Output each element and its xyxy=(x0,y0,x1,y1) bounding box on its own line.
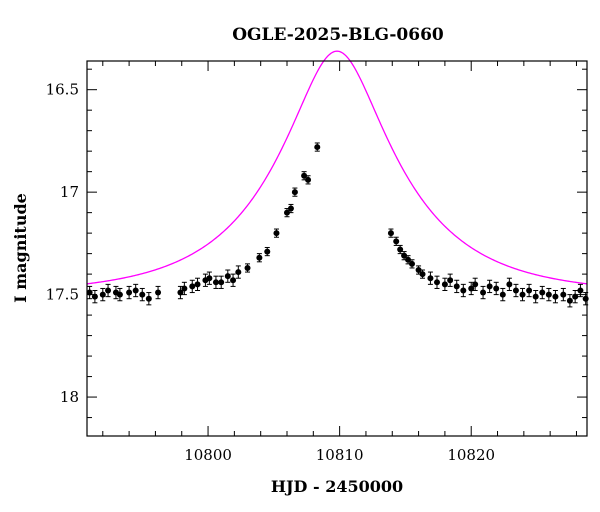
y-axis-label: I magnitude xyxy=(11,193,30,303)
chart-title: OGLE-2025-BLG-0660 xyxy=(232,25,444,45)
data-point xyxy=(472,281,479,288)
y-tick-label: 16.5 xyxy=(46,81,79,99)
x-axis-label: HJD - 2450000 xyxy=(271,477,403,496)
data-point xyxy=(545,291,552,298)
data-point xyxy=(105,287,112,294)
data-point xyxy=(116,291,123,298)
data-point xyxy=(532,293,539,300)
data-point xyxy=(91,293,98,300)
data-point xyxy=(301,172,308,179)
data-point xyxy=(447,277,454,284)
data-point xyxy=(419,271,426,278)
data-point xyxy=(582,295,589,302)
data-point xyxy=(552,293,559,300)
data-point xyxy=(235,269,242,276)
data-point xyxy=(566,297,573,304)
data-point xyxy=(218,279,225,286)
data-point xyxy=(273,230,280,237)
data-points xyxy=(86,142,589,308)
y-tick-label: 17.5 xyxy=(46,286,79,304)
data-point xyxy=(284,209,290,216)
x-tick-labels: 10800 10810 10820 xyxy=(184,446,495,464)
axis-ticks xyxy=(87,61,587,436)
data-point xyxy=(86,289,93,296)
data-point xyxy=(434,279,440,286)
data-point xyxy=(539,289,546,296)
data-point xyxy=(409,260,415,267)
data-point xyxy=(139,291,146,298)
data-point xyxy=(387,230,394,237)
data-point xyxy=(291,189,298,196)
data-point xyxy=(264,248,271,255)
data-point xyxy=(314,144,321,151)
y-tick-label: 17 xyxy=(60,183,79,201)
model-curve xyxy=(86,50,588,285)
data-point xyxy=(468,285,475,292)
data-point xyxy=(177,289,184,296)
data-point xyxy=(287,205,294,212)
data-point xyxy=(506,281,513,288)
plot-area xyxy=(86,50,589,437)
data-point xyxy=(460,287,467,294)
data-point xyxy=(577,287,584,294)
x-tick-label: 10820 xyxy=(447,446,495,464)
data-point xyxy=(405,256,412,263)
data-point xyxy=(99,291,106,298)
data-point xyxy=(224,273,231,280)
data-point xyxy=(453,283,460,290)
plot-frame xyxy=(86,60,588,437)
model-layer xyxy=(86,50,588,285)
data-point xyxy=(526,287,533,294)
data-point xyxy=(441,281,448,288)
data-point xyxy=(244,264,251,271)
y-tick-label: 18 xyxy=(60,388,79,406)
data-point xyxy=(499,291,506,298)
y-tick-labels: 16.5 17 17.5 18 xyxy=(46,81,79,406)
data-point xyxy=(230,277,237,284)
data-point xyxy=(512,287,519,294)
data-point xyxy=(480,289,487,296)
data-point xyxy=(126,289,133,296)
data-point xyxy=(256,254,263,261)
data-point xyxy=(560,291,567,298)
data-point xyxy=(401,252,408,259)
data-point xyxy=(305,176,312,183)
data-point xyxy=(212,279,219,286)
x-tick-label: 10810 xyxy=(316,446,364,464)
data-point xyxy=(519,291,526,298)
data-point xyxy=(181,285,188,292)
data-point xyxy=(427,275,434,282)
data-point xyxy=(155,289,162,296)
x-tick-label: 10800 xyxy=(184,446,232,464)
data-point xyxy=(415,267,422,274)
data-point xyxy=(393,238,400,245)
data-point xyxy=(493,285,500,292)
data-point xyxy=(145,295,152,302)
data-point xyxy=(397,246,404,253)
data-point xyxy=(194,281,201,288)
data-point xyxy=(132,287,139,294)
data-point xyxy=(572,293,579,300)
data-point xyxy=(206,275,213,282)
data-point xyxy=(189,283,196,290)
data-point xyxy=(486,283,493,290)
